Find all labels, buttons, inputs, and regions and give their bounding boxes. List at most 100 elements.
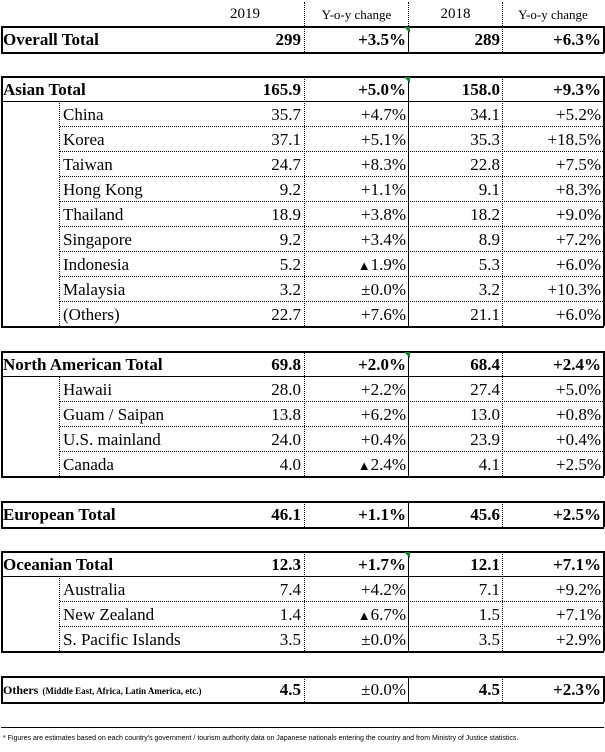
- asian-country-2018-change: +7.5%: [556, 155, 601, 174]
- european-total-label: European Total: [3, 505, 116, 524]
- vertical-rule: [1, 551, 3, 651]
- asian-country-row: Taiwan 24.7 +8.3% 22.8 +7.5%: [0, 152, 605, 177]
- north-american-total-row: North American Total 69.8 +2.0% 68.4 +2.…: [0, 352, 605, 377]
- vertical-rule: [408, 2, 409, 26]
- oceanian-country-2018-value: 3.5: [478, 630, 500, 649]
- horizontal-rule: [1, 551, 604, 553]
- vertical-rule: [1, 351, 3, 476]
- north-american-country-2018-change: +2.5%: [556, 455, 601, 474]
- asian-country-label: Thailand: [63, 205, 124, 224]
- vertical-rule: [502, 676, 503, 702]
- asian-country-2019-change: +7.6%: [361, 305, 406, 324]
- north-american-total-2018-value: 68.4: [470, 355, 500, 374]
- oceanian-country-2018-value: 1.5: [478, 605, 500, 624]
- oceanian-country-2019-change: +4.2%: [361, 580, 406, 599]
- asian-country-2019-change: ±0.0%: [361, 280, 406, 299]
- horizontal-rule: [1, 476, 604, 478]
- horizontal-rule: [1, 326, 604, 328]
- vertical-rule: [1, 76, 3, 326]
- overall-2019-value: 299: [275, 30, 302, 49]
- vertical-rule: [603, 551, 605, 651]
- north-american-country-label: Canada: [63, 455, 114, 474]
- asian-total-2018-change: +9.3%: [553, 80, 601, 99]
- asian-country-2019-change: +3.4%: [361, 230, 406, 249]
- others-label-text: Others: [3, 683, 39, 697]
- asian-country-2018-change: +18.5%: [547, 130, 602, 149]
- north-american-country-label: Hawaii: [63, 380, 113, 399]
- horizontal-rule: [60, 226, 603, 227]
- asian-country-row: Indonesia 5.2 ▲1.9% 5.3 +6.0%: [0, 252, 605, 277]
- european-total-row: European Total 46.1 +1.1% 45.6 +2.5%: [0, 502, 605, 527]
- overall-total-label: Overall Total: [3, 30, 99, 49]
- horizontal-rule: [60, 401, 603, 402]
- vertical-rule: [408, 351, 409, 476]
- north-american-country-2019-change: +0.4%: [361, 430, 406, 449]
- asian-country-2018-change: +7.2%: [556, 230, 601, 249]
- asian-country-label: Indonesia: [63, 255, 130, 274]
- vertical-rule: [502, 27, 503, 52]
- asian-country-2018-change: +9.0%: [556, 205, 601, 224]
- vertical-rule: [304, 501, 305, 527]
- overall-2019-change: +3.5%: [358, 30, 406, 49]
- asian-country-2019-value: 37.1: [271, 130, 301, 149]
- overall-2018-change: +6.3%: [553, 30, 601, 49]
- north-american-country-row: Canada 4.0 ▲2.4% 4.1 +2.5%: [0, 452, 605, 477]
- cell-comment-flag-icon: [404, 77, 410, 83]
- european-2019-value: 46.1: [271, 505, 301, 524]
- horizontal-rule: [60, 151, 603, 152]
- north-american-country-2019-value: 13.8: [271, 405, 301, 424]
- overall-2018-value: 289: [474, 30, 501, 49]
- others-2019-change: ±0.0%: [361, 680, 406, 699]
- asian-country-2019-change: +3.8%: [361, 205, 406, 224]
- horizontal-rule: [1, 576, 604, 577]
- asian-country-2019-change: +4.7%: [361, 105, 406, 124]
- asian-country-2018-value: 8.9: [478, 230, 500, 249]
- asian-country-2019-value: 5.2: [279, 255, 301, 274]
- decrease-triangle-icon: ▲: [357, 458, 371, 473]
- north-american-country-2018-value: 4.1: [478, 455, 500, 474]
- horizontal-rule: [60, 426, 603, 427]
- north-american-country-2018-change: +0.4%: [556, 430, 601, 449]
- oceanian-country-2018-change: +9.2%: [556, 580, 601, 599]
- north-american-total-label: North American Total: [3, 355, 163, 374]
- asian-country-2018-value: 18.2: [470, 205, 500, 224]
- north-american-country-2019-change: ▲2.4%: [357, 455, 406, 474]
- header-2019: 2019: [230, 6, 260, 22]
- asian-country-row: Thailand 18.9 +3.8% 18.2 +9.0%: [0, 202, 605, 227]
- asian-country-2019-value: 3.2: [279, 280, 301, 299]
- others-row: Others (Middle East, Africa, Latin Ameri…: [0, 677, 605, 702]
- vertical-rule: [408, 676, 409, 702]
- european-2019-change: +1.1%: [358, 505, 406, 524]
- north-american-country-label: Guam / Saipan: [63, 405, 165, 424]
- asian-country-2018-value: 34.1: [470, 105, 500, 124]
- oceanian-country-label: S. Pacific Islands: [63, 630, 181, 649]
- oceanian-total-2018-change: +7.1%: [553, 555, 601, 574]
- vertical-rule: [408, 27, 409, 52]
- horizontal-rule: [1, 376, 604, 377]
- vertical-rule: [59, 376, 60, 476]
- header-2018: 2018: [440, 6, 471, 22]
- oceanian-total-label: Oceanian Total: [3, 555, 114, 574]
- asian-country-2018-value: 35.3: [470, 130, 500, 149]
- asian-country-label: Malaysia: [63, 280, 126, 299]
- asian-country-row: China 35.7 +4.7% 34.1 +5.2%: [0, 102, 605, 127]
- north-american-country-label: U.S. mainland: [63, 430, 161, 449]
- north-american-total-2019-value: 69.8: [271, 355, 301, 374]
- north-american-country-2018-value: 23.9: [470, 430, 500, 449]
- asian-country-2019-value: 18.9: [271, 205, 301, 224]
- asian-country-2018-value: 21.1: [470, 305, 500, 324]
- asian-total-row: Asian Total 165.9 +5.0% 158.0 +9.3%: [0, 77, 605, 102]
- asian-country-2019-value: 22.7: [271, 305, 301, 324]
- others-2019-value: 4.5: [279, 680, 301, 699]
- horizontal-rule: [60, 201, 603, 202]
- horizontal-rule: [60, 251, 603, 252]
- vertical-rule: [502, 2, 503, 26]
- oceanian-country-row: Australia 7.4 +4.2% 7.1 +9.2%: [0, 577, 605, 602]
- vertical-rule: [603, 501, 605, 527]
- horizontal-rule: [60, 451, 603, 452]
- oceanian-country-2018-value: 7.1: [478, 580, 500, 599]
- vertical-rule: [304, 676, 305, 702]
- north-american-total-2019-change: +2.0%: [358, 355, 406, 374]
- asian-country-2018-change: +5.2%: [556, 105, 601, 124]
- vertical-rule: [502, 76, 503, 326]
